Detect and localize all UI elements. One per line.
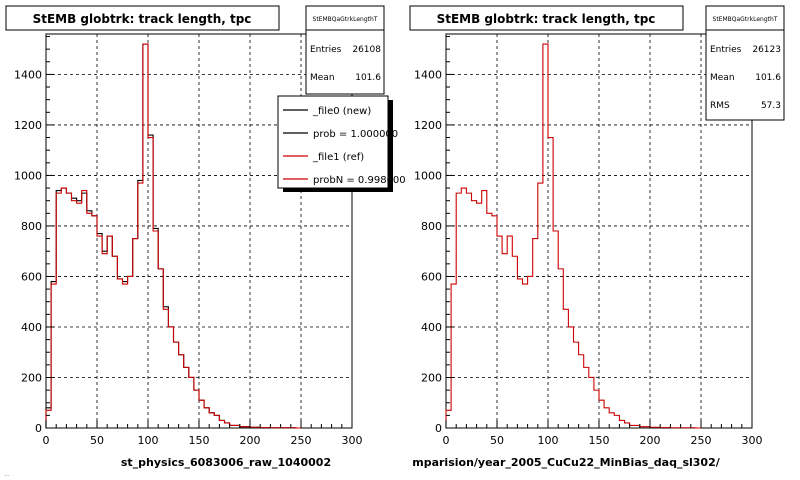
right-title: StEMB globtrk: track length, tpc: [437, 12, 656, 26]
right-x-label: mparision/year_2005_CuCu22_MinBias_daq_s…: [412, 456, 721, 469]
x-tick-label: 50: [90, 434, 104, 447]
right-axes: 0 50 100 150 200 250 300 0 200 400 600 800 1000 1200 1…: [414, 36, 763, 447]
right-stats-box: StEMBQaGtrkLengthT Entries 26123 Mean 10…: [705, 5, 785, 121]
y-tick-label: 200: [21, 371, 42, 384]
x-tick-label: 100: [538, 434, 559, 447]
x-tick-label: 250: [291, 434, 312, 447]
legend-entry-probn: probN = 0.998600: [313, 175, 406, 186]
x-tick-label: 200: [640, 434, 661, 447]
left-panel: StEMB globtrk: track length, tpc 0 50 100 1…: [5, 5, 406, 469]
left-stats-mean-value: 101.6: [355, 73, 381, 83]
y-tick-label: 0: [435, 422, 442, 435]
y-tick-label: 0: [35, 422, 42, 435]
legend-entry-new: _file0 (new): [312, 106, 371, 117]
right-panel: StEMB globtrk: track length, tpc 0 50 100 1…: [409, 5, 785, 469]
y-tick-label: 1400: [414, 68, 442, 81]
right-stats-mean-value: 101.6: [755, 73, 781, 83]
left-stats-entries-value: 26108: [352, 45, 381, 55]
y-tick-label: 800: [421, 220, 442, 233]
left-histograms: [45, 43, 301, 429]
x-tick-label: 150: [189, 434, 210, 447]
right-stats-mean-label: Mean: [710, 73, 735, 83]
left-stats-mean-label: Mean: [310, 73, 335, 83]
legend-entry-ref: _file1 (ref): [312, 152, 364, 163]
left-stats-box: StEMBQaGtrkLengthT Entries 26108 Mean 10…: [305, 5, 385, 95]
y-tick-label: 1000: [414, 169, 442, 182]
x-tick-label: 50: [490, 434, 504, 447]
right-title-box: [409, 5, 684, 31]
y-tick-label: 400: [421, 321, 442, 334]
x-tick-label: 200: [240, 434, 261, 447]
x-tick-label: 0: [43, 434, 50, 447]
left-x-label: st_physics_6083006_raw_1040002: [121, 456, 331, 469]
y-tick-label: 1200: [414, 119, 442, 132]
y-tick-label: 1400: [14, 68, 42, 81]
right-stats-entries-label: Entries: [710, 45, 742, 55]
right-histograms: [445, 43, 701, 429]
x-tick-label: 300: [742, 434, 763, 447]
right-stats-rms-label: RMS: [710, 101, 730, 111]
histogram-series--file0-new-: [45, 43, 301, 429]
left-title-box: [5, 5, 280, 31]
y-tick-label: 200: [421, 371, 442, 384]
x-tick-label: 0: [443, 434, 450, 447]
left-axes: 0 50 100 150 200 250 300 0 200 400 600 800 1000 1200 1…: [14, 36, 363, 447]
histogram-series--file1-ref-: [45, 43, 301, 429]
x-tick-label: 100: [138, 434, 159, 447]
y-tick-label: 600: [21, 270, 42, 283]
right-stats-rms-value: 57.3: [761, 101, 781, 111]
y-tick-label: 600: [421, 270, 442, 283]
y-tick-label: 1000: [14, 169, 42, 182]
left-stats-name: StEMBQaGtrkLengthT: [313, 16, 378, 23]
right-stats-entries-value: 26123: [752, 45, 781, 55]
legend-entry-prob: prob = 1.000000: [313, 129, 398, 140]
y-tick-label: 800: [21, 220, 42, 233]
x-tick-label: 250: [691, 434, 712, 447]
y-tick-label: 1200: [14, 119, 42, 132]
left-legend: _file0 (new) prob = 1.000000 _file1 (ref…: [277, 95, 406, 192]
footer-text: ...: [4, 471, 10, 478]
histogram-series--file1-ref-: [445, 43, 701, 429]
left-title: StEMB globtrk: track length, tpc: [33, 12, 252, 26]
x-tick-label: 150: [589, 434, 610, 447]
y-tick-label: 400: [21, 321, 42, 334]
x-tick-label: 300: [342, 434, 363, 447]
right-stats-name: StEMBQaGtrkLengthT: [713, 16, 778, 23]
left-stats-entries-label: Entries: [310, 45, 342, 55]
